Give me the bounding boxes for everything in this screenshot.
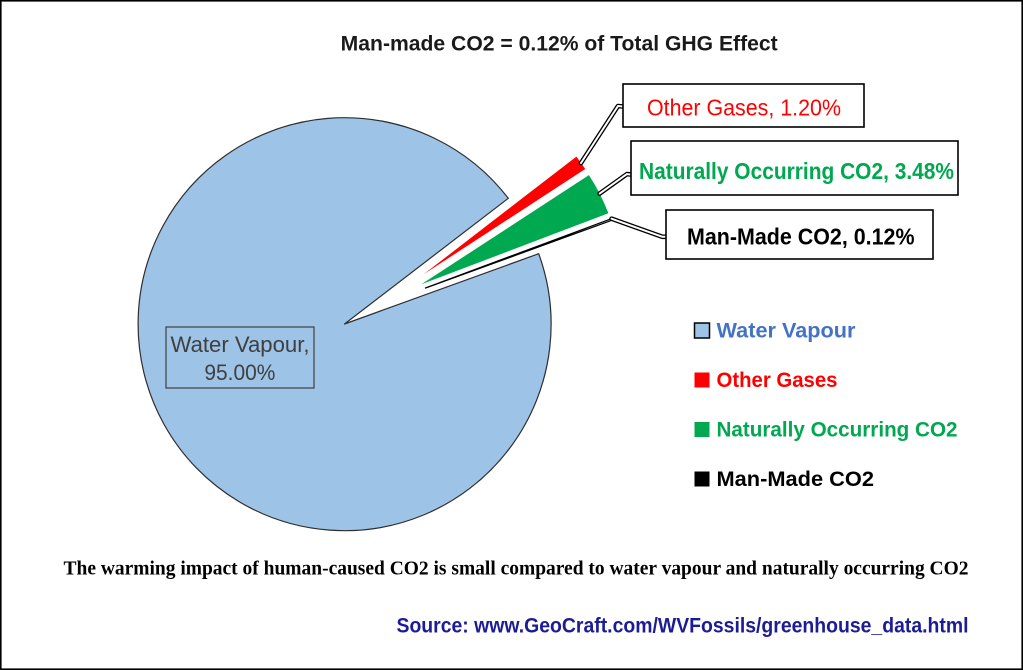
svg-text:Man-Made CO2, 0.12%: Man-Made CO2, 0.12% [687,224,915,250]
svg-text:The warming impact of human-ca: The warming impact of human-caused CO2 i… [64,559,969,580]
svg-text:Naturally Occurring CO2, 3.48%: Naturally Occurring CO2, 3.48% [639,158,954,184]
svg-text:Source: www.GeoCraft.com/WVFos: Source: www.GeoCraft.com/WVFossils/green… [397,614,969,637]
svg-text:Man-made CO2 = 0.12% of Total: Man-made CO2 = 0.12% of Total GHG Effect [341,33,778,56]
svg-text:Man-Made CO2: Man-Made CO2 [717,468,875,491]
svg-text:95.00%: 95.00% [204,360,275,385]
svg-text:Other Gases, 1.20%: Other Gases, 1.20% [647,95,841,121]
svg-text:Water Vapour: Water Vapour [717,320,856,343]
svg-text:Other Gases: Other Gases [717,369,838,392]
svg-text:Naturally Occurring CO2: Naturally Occurring CO2 [717,419,958,442]
svg-text:Water Vapour,: Water Vapour, [171,332,310,357]
